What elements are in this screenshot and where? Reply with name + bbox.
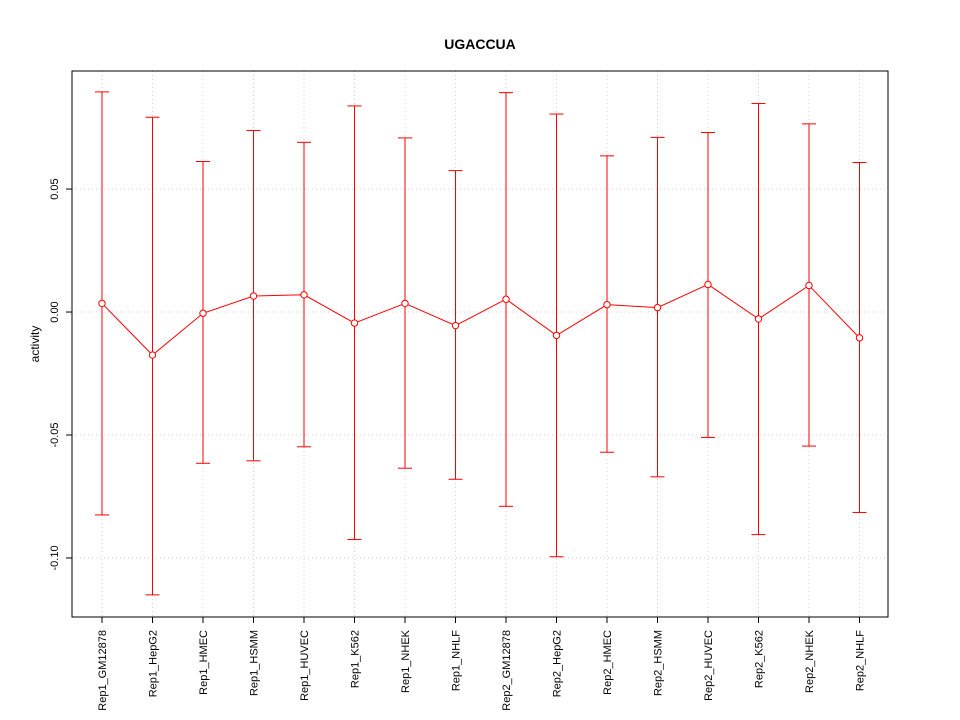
x-tick-label: Rep1_K562 <box>350 630 362 688</box>
axis-ticks: -0.10 -0.05 0.00 0.05 Rep1_GM12878 Rep1_HepG2… <box>49 178 867 710</box>
data-point <box>451 321 460 330</box>
data-point <box>704 280 712 289</box>
x-tick-label: Rep2_HSMM <box>653 630 665 696</box>
plot-frame <box>71 70 889 618</box>
data-point <box>552 331 561 340</box>
series-line <box>101 283 860 356</box>
data-point <box>603 300 611 309</box>
x-tick-label: Rep1_GM12878 <box>97 630 109 711</box>
y-tick-label: 0.05 <box>49 178 61 199</box>
data-point <box>148 351 157 359</box>
data-point <box>249 292 258 300</box>
x-tick-label: Rep1_NHEK <box>400 629 412 693</box>
x-tick-label: Rep1_HepG2 <box>148 630 160 697</box>
x-tick-label: Rep2_HUVEC <box>703 630 715 701</box>
grid <box>72 71 888 617</box>
y-tick-label: -0.10 <box>49 545 61 570</box>
chart-title: UGACCUA <box>444 36 516 52</box>
x-tick-label: Rep1_NHLF <box>451 630 463 691</box>
x-tick-label: Rep1_HUVEC <box>299 630 311 701</box>
x-tick-label: Rep2_GM12878 <box>501 630 513 711</box>
y-tick-label: 0.00 <box>49 301 61 322</box>
x-tick-label: Rep2_K562 <box>754 630 766 688</box>
data-point <box>653 303 662 312</box>
y-axis-label: activity <box>28 326 42 363</box>
data-point <box>855 334 864 342</box>
data-point <box>98 299 106 308</box>
data-point <box>502 295 510 303</box>
data-point <box>401 299 409 308</box>
data-point <box>350 319 359 327</box>
x-tick-label: Rep2_HMEC <box>602 630 614 695</box>
data-point <box>754 315 763 323</box>
x-tick-label: Rep1_HSMM <box>249 630 261 696</box>
x-tick-label: Rep2_HepG2 <box>552 630 564 697</box>
data-point <box>300 291 308 299</box>
x-tick-label: Rep1_HMEC <box>198 630 210 695</box>
x-tick-label: Rep2_NHLF <box>855 630 867 691</box>
y-tick-label: -0.05 <box>49 422 61 447</box>
data-point <box>805 281 813 290</box>
data-point <box>199 309 207 317</box>
series <box>95 91 867 596</box>
x-tick-label: Rep2_NHEK <box>804 629 816 693</box>
